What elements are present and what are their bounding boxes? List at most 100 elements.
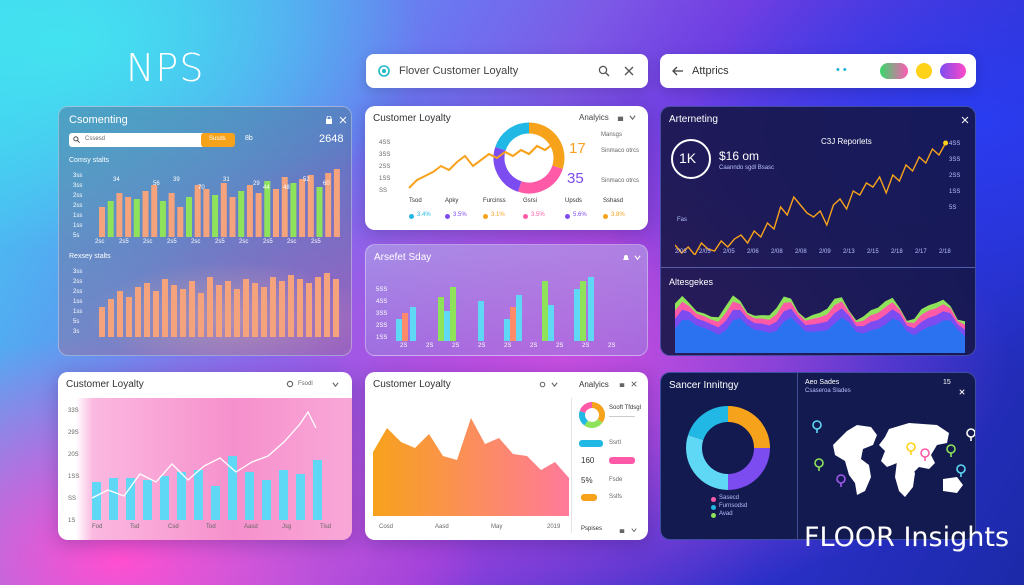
search-input[interactable]: Flover Customer Loyalty	[399, 65, 519, 77]
bar-a1	[133, 199, 140, 237]
close-icon[interactable]	[631, 381, 637, 387]
legend-label: Tsod	[409, 198, 422, 204]
x-tick: Cosd	[379, 524, 394, 530]
chart1-label: Comsy stalts	[69, 157, 110, 164]
x-tick: 2s5	[263, 239, 273, 245]
y-tick: 5S	[949, 205, 957, 211]
map-pin	[812, 420, 822, 430]
chevron-down-icon[interactable]	[634, 254, 641, 261]
lock-icon[interactable]	[619, 381, 625, 387]
side-head: Sooft Tfdsgl	[609, 405, 641, 411]
settings-icon[interactable]	[286, 380, 294, 388]
brand-title: NPS	[126, 46, 205, 90]
bar-d	[542, 281, 548, 341]
bar-a1	[186, 197, 192, 237]
back-arrow-icon[interactable]	[672, 66, 684, 76]
lock-icon[interactable]	[617, 114, 624, 121]
map-pins	[812, 420, 975, 487]
kpi-sub-value: $16 om	[719, 149, 760, 163]
search-icon[interactable]	[598, 65, 610, 77]
legend-swatch	[409, 214, 414, 219]
metric-label-2: Sinmaco otrcs	[601, 178, 640, 184]
lock-icon[interactable]	[619, 527, 625, 533]
bar-e	[211, 486, 220, 520]
side-footer: Pspises	[581, 526, 603, 532]
close-icon[interactable]	[624, 66, 634, 76]
bar-a1	[168, 193, 175, 237]
panel-title: Customer Loyalty	[373, 379, 451, 390]
donut-slice	[584, 418, 603, 428]
bar-label: 31	[223, 177, 230, 183]
y-tick: 5SS	[376, 287, 388, 293]
panel-search-input[interactable]: Cssesd	[69, 133, 205, 147]
chevron-down-icon[interactable]	[551, 381, 558, 388]
y-tick: 1SS	[68, 474, 80, 480]
panel-customer-loyalty-top: Customer Loyalty Analyics Mansgs 17 Sinm…	[365, 106, 648, 230]
left-tick: Fas	[677, 217, 688, 223]
chevron-down-icon[interactable]	[629, 114, 636, 121]
bar-a2	[171, 285, 177, 337]
bar-d	[444, 311, 450, 341]
map-stat: 15	[943, 379, 951, 386]
nav-dots: • •	[836, 64, 847, 76]
bar-e	[143, 480, 152, 520]
chevron-down-icon[interactable]	[332, 381, 339, 388]
search-button[interactable]: Susds	[201, 133, 235, 147]
legend-label: Gsrsi	[523, 198, 537, 204]
bar-label: 44	[263, 185, 270, 191]
panel-title: Sancer Innitngy	[669, 380, 739, 391]
search-button-label: Susds	[209, 136, 226, 142]
close-icon[interactable]	[959, 389, 965, 395]
close-icon[interactable]	[961, 116, 969, 124]
bar-a2	[207, 277, 213, 337]
header-right[interactable]: Analyics	[579, 113, 609, 122]
chevron-down-icon[interactable]	[631, 527, 637, 533]
legend-value: 3.1%	[491, 212, 505, 218]
map-pin	[836, 474, 846, 484]
bar-a1	[333, 169, 340, 237]
y-tick: 2SS	[949, 173, 961, 179]
y-tick: 4SS	[376, 299, 388, 305]
close-icon[interactable]	[339, 116, 347, 124]
x-tick: 2019	[547, 524, 561, 530]
bar-a2	[234, 289, 240, 337]
bar-e	[109, 478, 118, 520]
metric-value-1: 17	[569, 140, 586, 157]
y-tick: 2SS	[379, 164, 391, 170]
avatar-yellow[interactable]	[916, 63, 932, 79]
x-tick: 2/13	[843, 249, 855, 255]
bar-d	[510, 307, 516, 341]
y-tick: 1SS	[376, 335, 388, 341]
bar-a2	[198, 293, 204, 337]
side-tag-1: Ssrtl	[609, 440, 621, 446]
legend-label: Furcinss	[483, 198, 506, 204]
bar-label: 29	[253, 181, 260, 187]
x-tick: 2/09	[819, 249, 831, 255]
donut-slice	[686, 435, 729, 490]
y-tick: 3SS	[379, 152, 391, 158]
bar-d	[478, 301, 484, 341]
y-tick: 1ss	[73, 213, 83, 219]
panel-title: Customer Loyalty	[66, 379, 144, 390]
panel-title: Csomenting	[69, 114, 128, 126]
y-tick: 5s	[73, 319, 80, 325]
search-bar[interactable]: Flover Customer Loyalty	[366, 54, 648, 88]
settings-icon[interactable]	[539, 381, 546, 388]
header-right[interactable]: Fsodl	[298, 381, 313, 387]
nav-label[interactable]: Attprics	[692, 65, 729, 77]
x-tick: 2S	[504, 343, 512, 349]
bar-chart-d	[396, 277, 594, 341]
bell-icon[interactable]	[622, 254, 630, 262]
x-tick: 2sc	[143, 239, 153, 245]
bar-a2	[162, 279, 168, 337]
legend-label: Furnsodsd	[719, 503, 748, 509]
bar-a1	[107, 201, 114, 237]
x-tick: 2sc	[191, 239, 201, 245]
x-tick: 2s5	[167, 239, 177, 245]
lock-icon[interactable]	[325, 116, 333, 124]
bar-a1	[194, 185, 201, 237]
toggle-green-pink[interactable]	[880, 63, 908, 79]
bar-d	[574, 289, 580, 341]
toggle-purple-pink[interactable]	[940, 63, 966, 79]
x-tick: 2/18	[891, 249, 903, 255]
